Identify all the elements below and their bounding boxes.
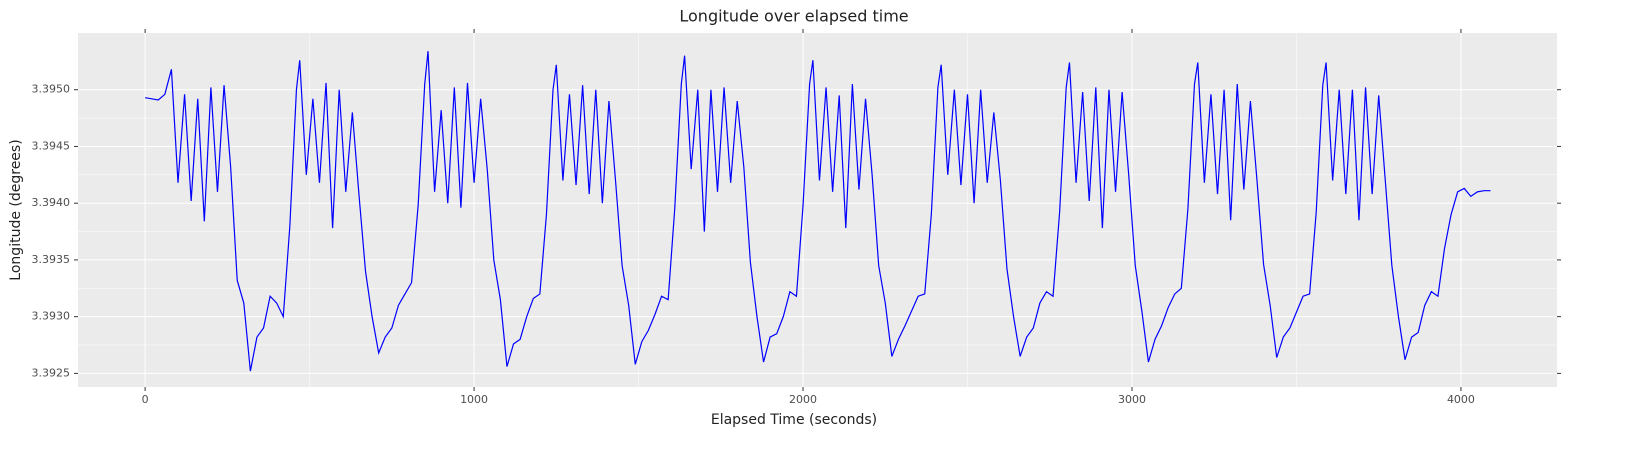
y-tick-label: 3.3935 xyxy=(32,253,71,266)
x-axis-label: Elapsed Time (seconds) xyxy=(711,412,877,428)
chart-title: Longitude over elapsed time xyxy=(679,7,908,26)
data-line xyxy=(145,51,1491,372)
x-tick-label: 2000 xyxy=(789,393,817,406)
y-tick-label: 3.3945 xyxy=(32,139,71,152)
x-tick-label: 1000 xyxy=(460,393,488,406)
x-tick-label: 0 xyxy=(142,393,149,406)
x-tick-label: 3000 xyxy=(1118,393,1146,406)
x-tick-label: 4000 xyxy=(1447,393,1475,406)
y-tick-label: 3.3930 xyxy=(32,310,71,323)
y-axis-label: Longitude (degrees) xyxy=(8,139,24,280)
y-tick-label: 3.3925 xyxy=(32,366,71,379)
plot-panel xyxy=(78,33,1557,387)
y-tick-label: 3.3940 xyxy=(32,196,71,209)
y-tick-label: 3.3950 xyxy=(32,83,71,96)
